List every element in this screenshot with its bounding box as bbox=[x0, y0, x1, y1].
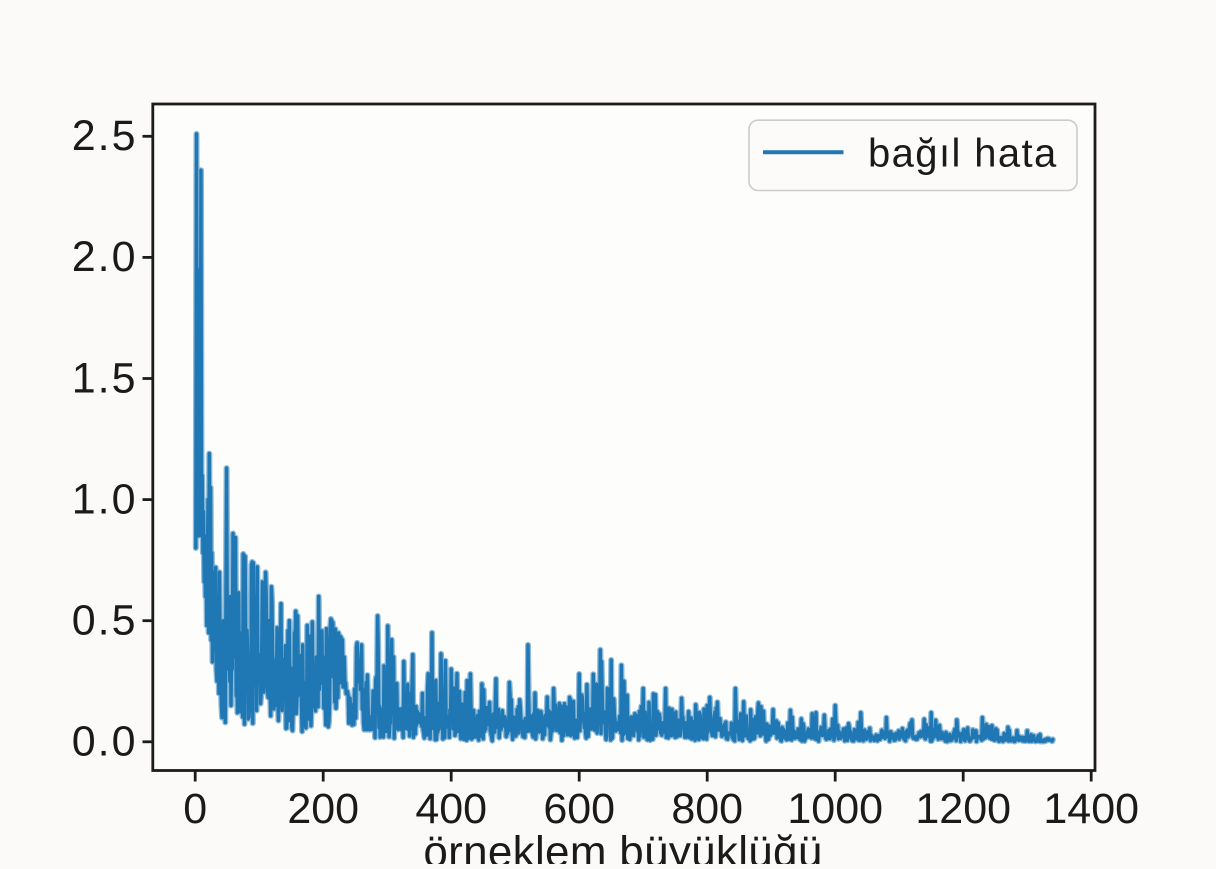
svg-text:1.0: 1.0 bbox=[72, 475, 138, 523]
svg-text:200: 200 bbox=[287, 785, 359, 833]
svg-text:2.0: 2.0 bbox=[72, 233, 138, 281]
svg-text:400: 400 bbox=[415, 785, 487, 833]
svg-text:0.0: 0.0 bbox=[72, 718, 138, 766]
svg-text:örneklem büyüklüğü: örneklem büyüklüğü bbox=[423, 828, 822, 865]
svg-text:2.5: 2.5 bbox=[72, 112, 138, 160]
svg-text:0: 0 bbox=[183, 785, 207, 833]
svg-text:1400: 1400 bbox=[1043, 785, 1139, 833]
svg-text:1.5: 1.5 bbox=[72, 354, 138, 402]
svg-text:1000: 1000 bbox=[787, 785, 883, 833]
svg-text:800: 800 bbox=[671, 785, 743, 833]
svg-text:0.5: 0.5 bbox=[72, 597, 138, 645]
svg-text:600: 600 bbox=[543, 785, 615, 833]
svg-text:bağıl hata: bağıl hata bbox=[868, 132, 1058, 176]
svg-text:1200: 1200 bbox=[915, 785, 1011, 833]
